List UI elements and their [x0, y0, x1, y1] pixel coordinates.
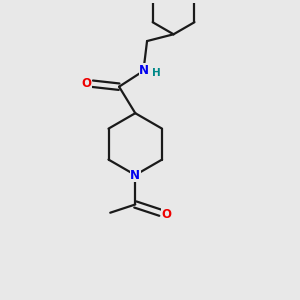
Text: N: N	[139, 64, 149, 77]
Text: O: O	[162, 208, 172, 221]
Text: H: H	[152, 68, 161, 78]
Text: N: N	[130, 169, 140, 182]
Text: O: O	[82, 77, 92, 90]
